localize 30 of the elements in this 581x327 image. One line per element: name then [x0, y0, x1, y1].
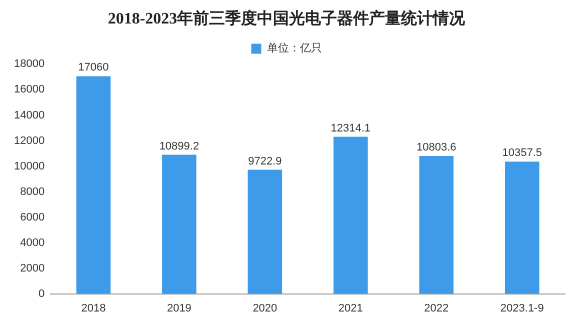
bar [504, 162, 540, 294]
y-tick-label: 0 [38, 288, 45, 300]
y-tick-label: 6000 [20, 211, 45, 224]
y-tick-label: 18000 [14, 58, 45, 70]
data-label: 12314.1 [330, 122, 371, 134]
y-tick-label: 8000 [20, 186, 45, 198]
y-tick-label: 2000 [20, 262, 45, 274]
bar [248, 170, 282, 294]
y-tick-label: 12000 [14, 134, 45, 147]
data-label: 17060 [78, 62, 109, 74]
x-tick-label: 2019 [166, 302, 192, 314]
x-tick-label: 2022 [424, 302, 449, 314]
bar [162, 154, 196, 294]
bar [334, 136, 368, 294]
legend-label: 单位：亿只 [266, 42, 322, 55]
y-tick-label: 14000 [14, 109, 45, 122]
bar [419, 156, 454, 294]
data-label: 10899.2 [159, 140, 200, 152]
data-label: 10357.5 [502, 147, 542, 160]
y-tick-label: 10000 [14, 160, 45, 172]
data-label: 10803.6 [416, 142, 456, 154]
x-tick-label: 2020 [252, 302, 278, 314]
x-tick-label: 2021 [338, 302, 363, 314]
chart-title: 2018-2023年前三季度中国光电子器件产量统计情况 [108, 8, 466, 28]
bar [76, 76, 111, 294]
data-label: 9722.9 [248, 155, 282, 168]
x-tick-label: 2018 [81, 302, 106, 314]
x-tick-label: 2023.1-9 [500, 302, 544, 314]
y-tick-label: 16000 [14, 84, 45, 96]
y-tick-label: 4000 [20, 236, 45, 249]
